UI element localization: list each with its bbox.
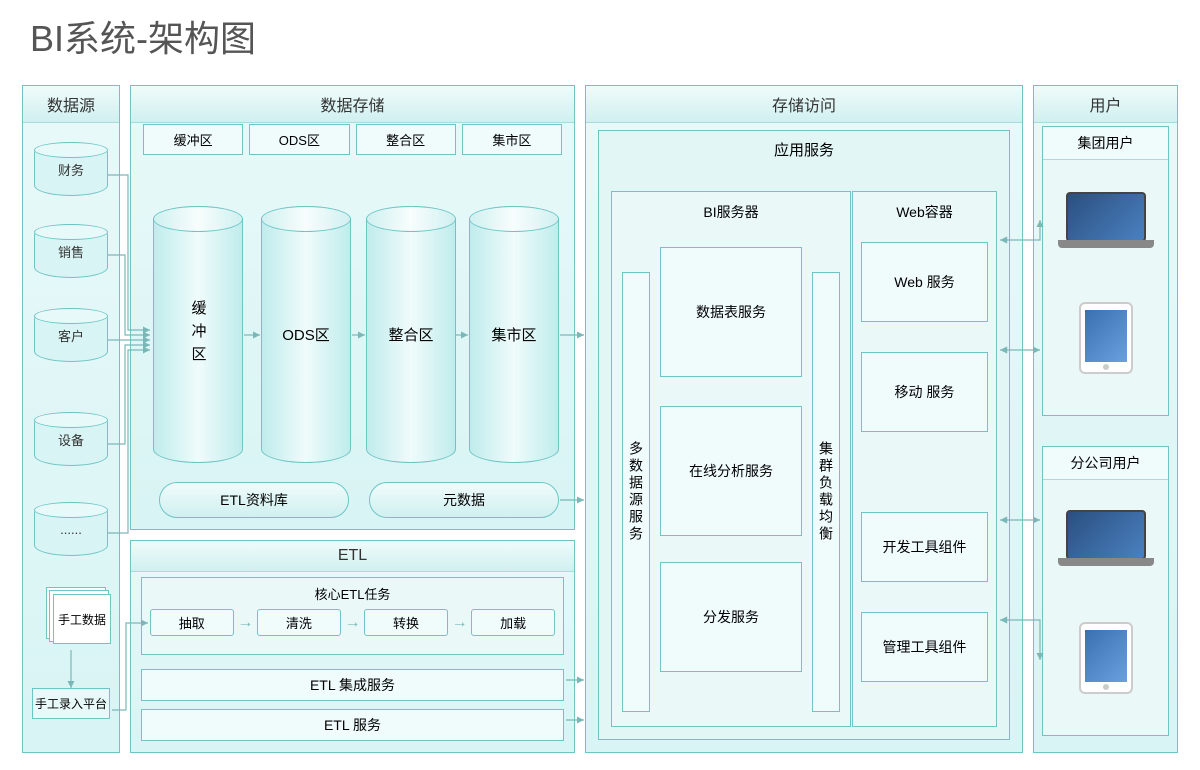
bi-server: BI服务器 多数据源服务 集群负载均衡 数据表服务 在线分析服务 分发服务 — [611, 191, 851, 727]
app-service-header: 应用服务 — [599, 131, 1009, 168]
cyl-mart: 集市区 — [469, 206, 559, 463]
ds-sales: 销售 — [34, 224, 108, 278]
manual-platform: 手工录入平台 — [32, 688, 110, 719]
laptop-icon — [1066, 510, 1146, 560]
etl-core: 核心ETL任务 抽取 → 清洗 → 转换 → 加载 — [141, 577, 564, 655]
mobile-service: 移动 服务 — [861, 352, 988, 432]
etl-core-title: 核心ETL任务 — [142, 578, 563, 609]
access-panel: 存储访问 应用服务 BI服务器 多数据源服务 集群负载均衡 数据表服务 在线分析… — [585, 85, 1023, 753]
web-container-header: Web容器 — [853, 192, 996, 232]
page-title: BI系统-架构图 — [30, 10, 256, 62]
tab-integrate: 整合区 — [356, 124, 456, 155]
etl-integration: ETL 集成服务 — [141, 669, 564, 701]
laptop-icon — [1066, 192, 1146, 242]
cyl-ods: ODS区 — [261, 206, 351, 463]
mgmt-tools: 管理工具组件 — [861, 612, 988, 682]
datasource-header: 数据源 — [23, 86, 119, 123]
storage-tabs: 缓冲区 ODS区 整合区 集市区 — [143, 124, 562, 155]
app-service: 应用服务 BI服务器 多数据源服务 集群负载均衡 数据表服务 在线分析服务 分发… — [598, 130, 1010, 740]
tablet-icon — [1079, 302, 1133, 374]
storage-panel: 数据存储 缓冲区 ODS区 整合区 集市区 缓冲区 ODS区 整合区 集市区 E… — [130, 85, 575, 530]
web-service: Web 服务 — [861, 242, 988, 322]
svc-dispatch: 分发服务 — [660, 562, 802, 672]
multi-ds-col: 多数据源服务 — [622, 272, 650, 712]
bi-server-header: BI服务器 — [612, 192, 850, 232]
etl-load: 加载 — [471, 609, 555, 636]
cyl-integrate: 整合区 — [366, 206, 456, 463]
etl-service: ETL 服务 — [141, 709, 564, 741]
arrow-icon: → — [344, 614, 360, 632]
access-header: 存储访问 — [586, 86, 1022, 123]
ds-equipment: 设备 — [34, 412, 108, 466]
etl-transform: 转换 — [364, 609, 448, 636]
ds-more: ...... — [34, 502, 108, 556]
tab-buffer: 缓冲区 — [143, 124, 243, 155]
group-users-header: 集团用户 — [1043, 127, 1168, 160]
user-header: 用户 — [1034, 86, 1177, 123]
etl-header: ETL — [131, 541, 574, 572]
datasource-panel: 数据源 财务 销售 客户 设备 ...... 手工数据 手工录入平台 — [22, 85, 120, 753]
storage-header: 数据存储 — [131, 86, 574, 123]
user-panel: 用户 集团用户 分公司用户 — [1033, 85, 1178, 753]
manual-data-icon: 手工数据 — [53, 594, 111, 644]
etl-repo: ETL资料库 — [159, 482, 349, 518]
etl-clean: 清洗 — [257, 609, 341, 636]
tab-mart: 集市区 — [462, 124, 562, 155]
metadata: 元数据 — [369, 482, 559, 518]
dev-tools: 开发工具组件 — [861, 512, 988, 582]
arrow-icon: → — [237, 614, 253, 632]
branch-users-header: 分公司用户 — [1043, 447, 1168, 480]
tablet-icon — [1079, 622, 1133, 694]
cluster-lb-col: 集群负载均衡 — [812, 272, 840, 712]
svc-olap: 在线分析服务 — [660, 406, 802, 536]
tab-ods: ODS区 — [249, 124, 349, 155]
branch-users: 分公司用户 — [1042, 446, 1169, 736]
etl-extract: 抽取 — [150, 609, 234, 636]
etl-panel: ETL 核心ETL任务 抽取 → 清洗 → 转换 → 加载 ETL 集成服务 E… — [130, 540, 575, 753]
svc-table: 数据表服务 — [660, 247, 802, 377]
arrow-icon: → — [452, 614, 468, 632]
cyl-buffer: 缓冲区 — [153, 206, 243, 463]
ds-customer: 客户 — [34, 308, 108, 362]
web-container: Web容器 Web 服务 移动 服务 开发工具组件 管理工具组件 — [852, 191, 997, 727]
ds-finance: 财务 — [34, 142, 108, 196]
group-users: 集团用户 — [1042, 126, 1169, 416]
